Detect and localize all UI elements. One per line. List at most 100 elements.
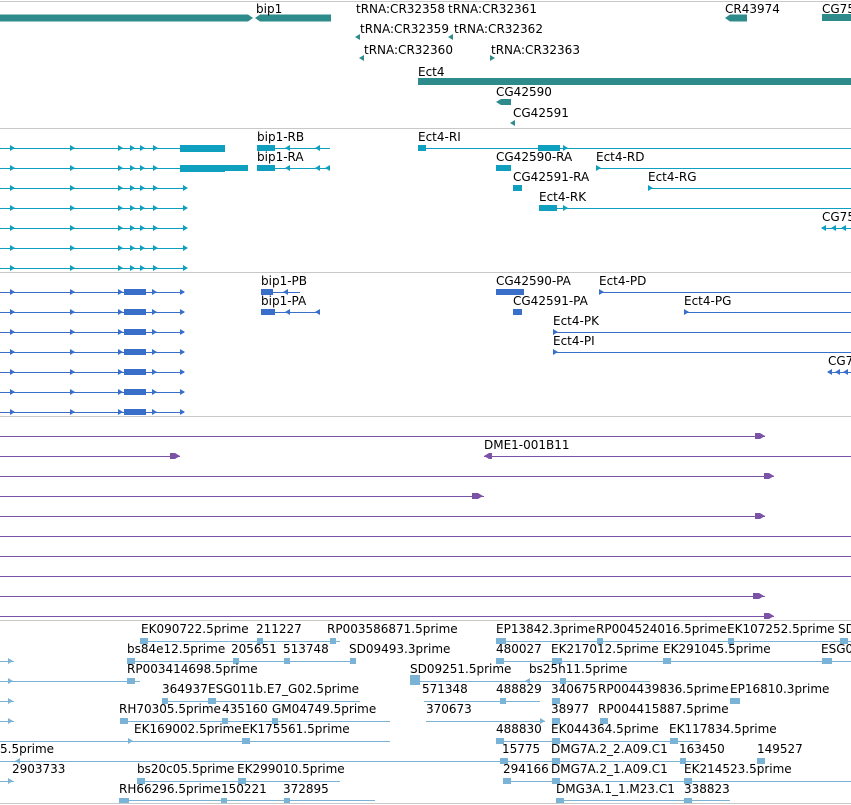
feature-block[interactable] — [840, 638, 848, 644]
strand-arrow-right[interactable] — [70, 245, 75, 251]
est-label[interactable]: 480027 — [496, 642, 542, 656]
feature-block[interactable] — [552, 738, 560, 744]
est-label[interactable]: 338823 — [684, 782, 730, 796]
feature-block[interactable] — [496, 99, 511, 105]
strand-arrow-right[interactable] — [70, 185, 75, 191]
transcript-label[interactable]: DME1-001B11 — [484, 438, 570, 452]
strand-arrow-right[interactable] — [10, 265, 15, 271]
feature-block[interactable] — [257, 638, 263, 644]
strand-arrow-right[interactable] — [70, 309, 75, 315]
feature-block[interactable] — [764, 473, 774, 479]
rna-label[interactable]: bip1-RB — [257, 130, 305, 144]
strand-arrow-right[interactable] — [140, 265, 145, 271]
strand-arrow-left[interactable] — [835, 369, 840, 375]
strand-arrow-right[interactable] — [118, 265, 123, 271]
est-label[interactable]: 5.5prime — [0, 742, 55, 756]
est-label[interactable]: EK117834.5prime — [669, 722, 777, 736]
gene-label[interactable]: CR43974 — [725, 2, 780, 16]
strand-arrow-right[interactable] — [183, 245, 188, 251]
strand-arrow-right[interactable] — [118, 185, 123, 191]
feature-block[interactable] — [472, 493, 483, 499]
feature-block[interactable] — [180, 165, 248, 171]
est-label[interactable]: RP004415887.5prime — [598, 702, 729, 716]
strand-arrow-right[interactable] — [490, 55, 495, 61]
strand-arrow-right[interactable] — [152, 389, 157, 395]
est-label[interactable]: DMG7A.2_2.A09.C1 — [551, 742, 668, 756]
feature-block[interactable] — [513, 185, 522, 191]
gene-label[interactable]: CG42591 — [513, 106, 569, 120]
strand-arrow-right[interactable] — [130, 225, 135, 231]
strand-arrow-right[interactable] — [152, 329, 157, 335]
strand-arrow-right[interactable] — [118, 245, 123, 251]
est-label[interactable]: GM04749.5prime — [272, 702, 377, 716]
protein-label[interactable]: Ect4-PG — [684, 294, 732, 308]
est-label[interactable]: bs20c05.5prime — [137, 762, 235, 776]
strand-arrow-right[interactable] — [118, 409, 123, 415]
strand-arrow-right[interactable] — [540, 718, 545, 724]
feature-block[interactable] — [484, 453, 492, 459]
strand-arrow-right[interactable] — [10, 349, 15, 355]
strand-arrow-right[interactable] — [153, 225, 158, 231]
feature-block[interactable] — [552, 758, 560, 764]
strand-arrow-right[interactable] — [10, 409, 15, 415]
feature-block[interactable] — [552, 658, 562, 664]
feature-block[interactable] — [503, 778, 511, 784]
est-label[interactable]: RH70305.5prime — [119, 702, 221, 716]
strand-arrow-right[interactable] — [10, 369, 15, 375]
strand-arrow-right[interactable] — [140, 245, 145, 251]
est-label[interactable]: EK291045.5prime — [663, 642, 771, 656]
feature-block[interactable] — [124, 329, 146, 335]
est-label[interactable]: EK044364.5prime — [551, 722, 659, 736]
strand-arrow-right[interactable] — [140, 165, 145, 171]
est-label[interactable]: EK214523.5prime — [684, 762, 792, 776]
strand-arrow-right[interactable] — [563, 205, 568, 211]
strand-arrow-right[interactable] — [70, 265, 75, 271]
est-label[interactable]: SD09493.3prime — [349, 642, 451, 656]
strand-arrow-right[interactable] — [10, 289, 15, 295]
strand-arrow-right[interactable] — [684, 309, 689, 315]
strand-arrow-right[interactable] — [10, 145, 15, 151]
strand-arrow-right[interactable] — [8, 778, 13, 784]
strand-arrow-right[interactable] — [70, 349, 75, 355]
feature-block[interactable] — [233, 658, 239, 664]
est-label[interactable]: RP004524016.5prime — [596, 622, 727, 636]
est-label[interactable]: 488830 — [496, 722, 542, 736]
strand-arrow-right[interactable] — [183, 205, 188, 211]
strand-arrow-left[interactable] — [315, 165, 320, 171]
strand-arrow-right[interactable] — [70, 225, 75, 231]
feature-block[interactable] — [500, 698, 506, 704]
strand-arrow-right[interactable] — [152, 409, 157, 415]
feature-block[interactable] — [124, 369, 146, 375]
feature-block[interactable] — [822, 658, 832, 664]
feature-block[interactable] — [222, 718, 228, 724]
strand-arrow-left[interactable] — [827, 369, 832, 375]
rna-label[interactable]: CG42590-RA — [496, 150, 573, 164]
feature-block[interactable] — [242, 738, 250, 744]
rna-label[interactable]: bip1-RA — [257, 150, 304, 164]
feature-block[interactable] — [552, 778, 560, 784]
est-label[interactable]: ESG011b.E7_G02.5prime — [208, 682, 360, 696]
strand-arrow-right[interactable] — [10, 329, 15, 335]
strand-arrow-right[interactable] — [553, 349, 558, 355]
feature-block[interactable] — [255, 14, 331, 22]
est-label[interactable]: DMG3A.1_1.M23.C1 — [556, 782, 675, 796]
est-label[interactable]: 150221 — [221, 782, 267, 796]
est-label[interactable]: 372895 — [283, 782, 329, 796]
strand-arrow-right[interactable] — [70, 205, 75, 211]
strand-arrow-right[interactable] — [8, 678, 13, 684]
feature-block[interactable] — [120, 718, 128, 724]
feature-block[interactable] — [730, 698, 740, 704]
est-label[interactable]: RP004439836.5prime — [598, 682, 729, 696]
strand-arrow-left[interactable] — [285, 309, 290, 315]
strand-arrow-right[interactable] — [70, 145, 75, 151]
protein-label[interactable]: Ect4-PK — [553, 314, 599, 328]
feature-block[interactable] — [284, 658, 290, 664]
strand-arrow-left[interactable] — [355, 34, 360, 40]
rna-label[interactable]: CG42591-RA — [513, 170, 590, 184]
strand-arrow-left[interactable] — [283, 289, 288, 295]
est-label[interactable]: EK107252.5prime — [727, 622, 835, 636]
feature-block[interactable] — [684, 798, 692, 803]
est-label[interactable]: 488829 — [496, 682, 542, 696]
strand-arrow-right[interactable] — [140, 205, 145, 211]
strand-arrow-right[interactable] — [183, 145, 188, 151]
